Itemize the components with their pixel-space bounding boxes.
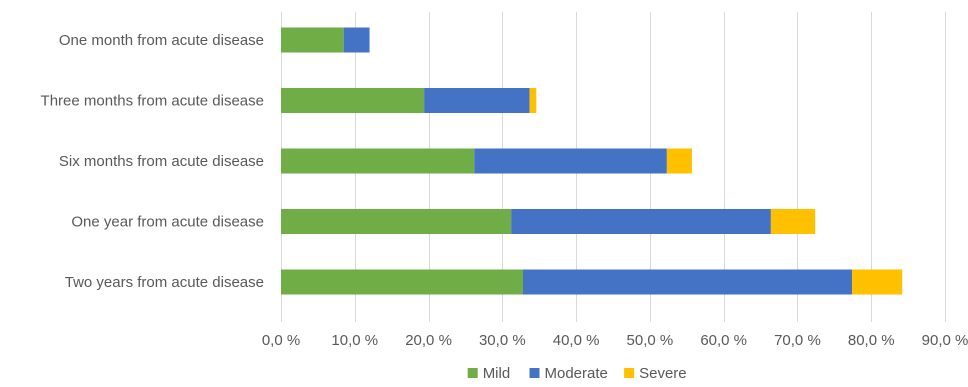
bar-segment-severe [666,148,692,174]
legend-swatch [467,368,478,378]
category-label: Two years from acute disease [65,274,264,291]
x-tick-label: 30,0 % [479,332,526,349]
x-tick-label: 0,0 % [262,332,300,349]
category-label: One month from acute disease [59,32,264,49]
bar-segment-mild [281,88,425,113]
bar-segment-moderate [474,148,667,174]
x-tick-label: 10,0 % [331,332,378,349]
bar-segment-mild [281,148,475,174]
bar-segment-moderate [511,209,771,234]
legend-label: Severe [639,365,687,382]
bar-segment-moderate [343,27,370,53]
legend-item-moderate: Moderate [529,365,608,382]
x-tick-label: 60,0 % [700,332,747,349]
x-tick-label: 90,0 % [922,332,968,349]
bar-segment-severe [529,88,537,113]
legend-swatch [624,368,635,378]
bar-segment-mild [281,269,523,295]
legend-label: Mild [483,365,511,382]
x-tick-label: 80,0 % [848,332,895,349]
legend-item-mild: Mild [467,365,511,382]
bars [281,27,903,295]
x-tick-label: 70,0 % [774,332,821,349]
legend-swatch [529,368,540,378]
bar-segment-severe [770,209,816,234]
category-label: One year from acute disease [71,214,264,231]
category-label: Six months from acute disease [59,153,264,170]
legend-label: Moderate [545,365,608,382]
category-labels: One month from acute disease Three months… [41,32,264,291]
x-tick-label: 50,0 % [627,332,674,349]
legend-item-severe: Severe [624,365,687,382]
bar-segment-moderate [522,269,853,295]
x-tick-label: 40,0 % [553,332,600,349]
legend: Mild Moderate Severe [467,365,687,382]
x-tick-label: 20,0 % [405,332,452,349]
bar-segment-mild [281,27,344,53]
x-tick-labels: 0,0 % 10,0 % 20,0 % 30,0 % 40,0 % 50,0 % 60,0 … [262,332,968,349]
bar-segment-moderate [424,88,530,113]
category-label: Three months from acute disease [41,93,264,110]
bar-segment-mild [281,209,512,234]
bar-segment-severe [852,269,903,295]
